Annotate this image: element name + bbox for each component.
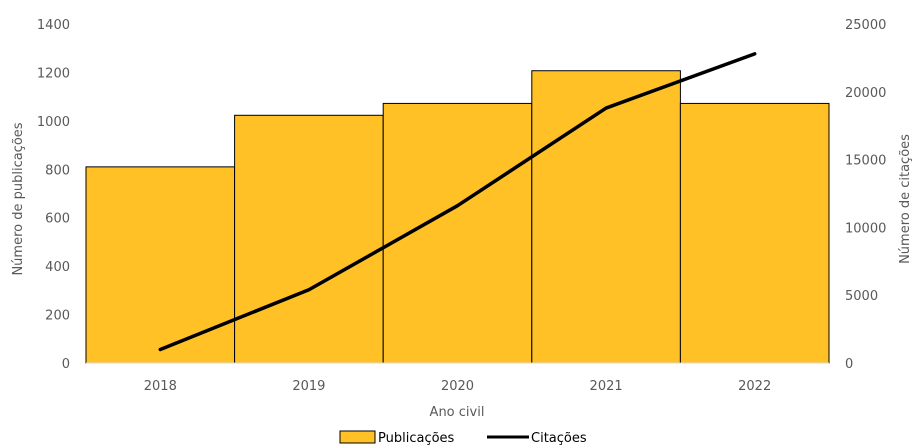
left-axis-title: Número de publicações bbox=[11, 122, 26, 275]
right-axis-title: Número de citações bbox=[898, 134, 913, 264]
citations-line bbox=[158, 52, 757, 352]
left-tick-label: 400 bbox=[45, 260, 70, 275]
right-tick-label: 20000 bbox=[845, 86, 886, 101]
right-tick-label: 15000 bbox=[845, 154, 886, 169]
left-tick-label: 1400 bbox=[37, 18, 70, 33]
citations-line-group bbox=[158, 52, 757, 352]
bar-2018 bbox=[85, 166, 236, 364]
left-tick-label: 200 bbox=[45, 309, 70, 324]
x-tick-label: 2018 bbox=[144, 379, 177, 394]
right-tick-label: 5000 bbox=[845, 289, 878, 304]
x-tick-label: 2021 bbox=[590, 379, 623, 394]
left-tick-label: 1200 bbox=[37, 66, 70, 81]
bars-group bbox=[85, 70, 830, 364]
left-tick-label: 800 bbox=[45, 163, 70, 178]
right-axis-ticks: 0 5000 10000 15000 20000 25000 bbox=[845, 18, 886, 372]
x-tick-label: 2019 bbox=[292, 379, 325, 394]
left-tick-label: 600 bbox=[45, 212, 70, 227]
legend: Publicações Citações bbox=[339, 430, 587, 446]
x-axis-title: Ano civil bbox=[430, 405, 485, 420]
right-tick-label: 25000 bbox=[845, 18, 886, 33]
right-tick-label: 10000 bbox=[845, 221, 886, 236]
bar-2019 bbox=[234, 114, 384, 364]
left-tick-label: 0 bbox=[62, 357, 70, 372]
x-axis-ticks: 2018 2019 2020 2021 2022 bbox=[144, 379, 771, 394]
x-tick-label: 2022 bbox=[738, 379, 771, 394]
left-axis-ticks: 0 200 400 600 800 1000 1200 1400 bbox=[37, 18, 70, 372]
legend-publicacoes-label: Publicações bbox=[378, 431, 455, 446]
x-tick-label: 2020 bbox=[441, 379, 474, 394]
left-tick-label: 1000 bbox=[37, 115, 70, 130]
bar-2021 bbox=[531, 70, 681, 364]
right-tick-label: 0 bbox=[845, 357, 853, 372]
legend-citacoes-label: Citações bbox=[531, 431, 587, 446]
legend-publicacoes-swatch bbox=[339, 430, 376, 444]
bar-2022 bbox=[679, 102, 830, 364]
